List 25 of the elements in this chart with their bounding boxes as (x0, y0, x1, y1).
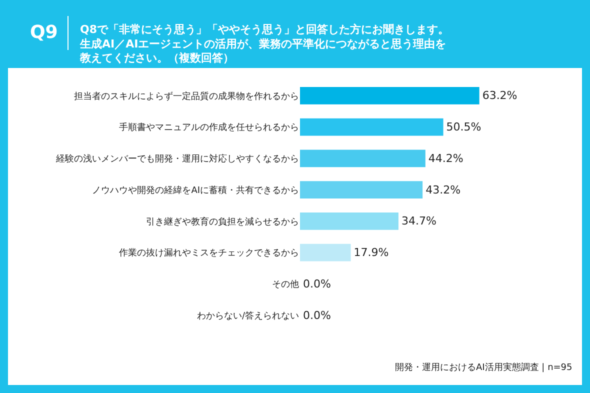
y-tick-label: わからない/答えられない (196, 310, 299, 322)
bar (300, 212, 398, 230)
y-tick-label: 担当者のスキルによらず一定品質の成果物を作れるから (74, 90, 299, 102)
bar (300, 118, 444, 136)
data-label: 63.2% (482, 89, 518, 102)
data-label: 43.2% (426, 183, 461, 196)
data-label: 34.7% (401, 214, 436, 228)
chart-title: Q8で「非常にそう思う」「ややそう思う」と回答した方にお聞きします。生成AI／AIエージェントの活用が、業務の平準化につながると思う理由を教えてください。（複数回答） (79, 23, 450, 65)
bar (300, 244, 351, 262)
y-tick-label: 作業の抜け漏れやミスをチェックできるから (118, 248, 299, 259)
data-label: 17.9% (354, 246, 389, 260)
bar (300, 150, 426, 168)
y-tick-label: 引き継ぎや教育の負担を減らせるから (146, 216, 299, 228)
data-label: 44.2% (428, 152, 464, 165)
data-label: 50.5% (446, 120, 482, 134)
text: 開発・運用におけるAI活用実態調査 | n=95 (395, 362, 572, 373)
bar (300, 181, 423, 198)
y-tick-label: 経験の浅いメンバーでも開発・運用に対応しやすくなるから (55, 154, 299, 165)
data-label: 0.0% (303, 308, 331, 322)
y-tick-label: その他 (272, 279, 299, 290)
y-tick-label: ノウハウや開発の経緯をAIに蓄積・共有できるから (92, 184, 299, 196)
data-label: 0.0% (303, 277, 331, 290)
text: Q9 (30, 22, 58, 43)
bar (300, 87, 480, 104)
y-tick-label: 手順書やマニュアルの作成を任せられるから (119, 122, 299, 134)
